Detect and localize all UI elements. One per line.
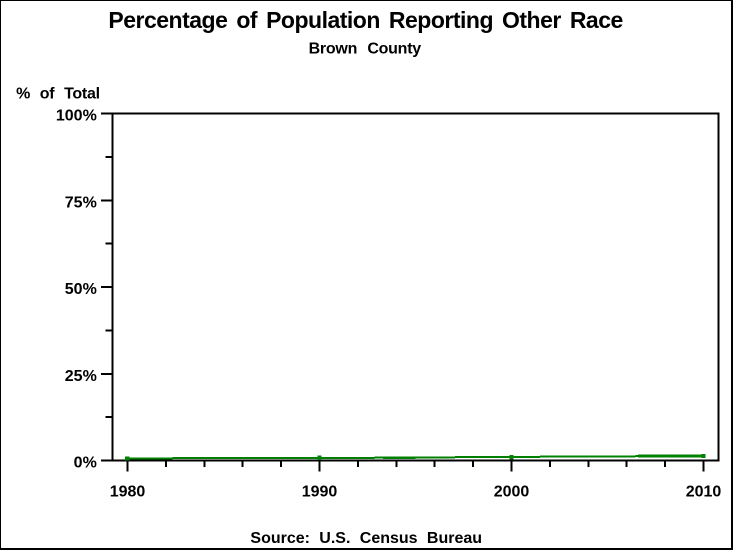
svg-text:1990: 1990 (302, 484, 338, 501)
svg-text:25%: 25% (65, 368, 97, 385)
svg-text:100%: 100% (56, 108, 97, 125)
svg-text:2000: 2000 (494, 484, 530, 501)
svg-text:Source: U.S. Census Bureau: Source: U.S. Census Bureau (250, 530, 482, 547)
svg-text:75%: 75% (65, 194, 97, 211)
svg-text:Brown County: Brown County (309, 40, 422, 57)
svg-text:% of Total: % of Total (16, 85, 100, 102)
svg-text:0%: 0% (74, 455, 97, 472)
svg-text:1980: 1980 (110, 484, 146, 501)
svg-text:Percentage of Population Repor: Percentage of Population Reporting Other… (108, 7, 622, 33)
svg-text:2010: 2010 (686, 484, 722, 501)
svg-text:50%: 50% (65, 281, 97, 298)
